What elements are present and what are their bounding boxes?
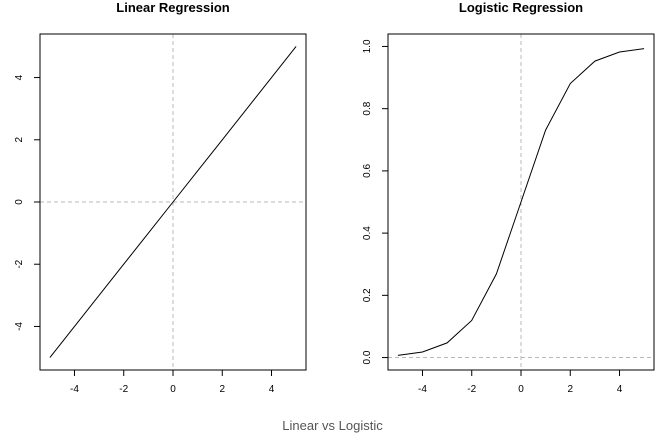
linear-y-tick-label: 2	[14, 137, 25, 143]
logistic-x-tick-label: 2	[567, 384, 573, 395]
logistic-x-tick-label: -2	[467, 384, 476, 395]
logistic-x-tick-label: -4	[418, 384, 427, 395]
logistic-x-tick-label: 0	[518, 384, 524, 395]
linear-y-tick-label: 4	[14, 74, 25, 80]
linear-series-line	[49, 46, 297, 358]
linear-y-tick-label: -2	[14, 259, 25, 268]
logistic-y-tick-label: 0.8	[362, 101, 373, 115]
linear-x-tick-label: -4	[70, 384, 79, 395]
logistic-y-tick-label: 1.0	[362, 39, 373, 53]
linear-x-tick-label: 0	[170, 384, 176, 395]
linear-regression-panel: Linear Regression -4 -2 0 2 4 -4 -2 0 2 4	[14, 0, 307, 395]
linear-y-tick-label: 0	[14, 199, 25, 205]
linear-x-tick-label: 4	[269, 384, 275, 395]
figure-caption: Linear vs Logistic	[282, 418, 383, 433]
linear-x-tick-label: -2	[119, 384, 128, 395]
logistic-y-tick-label: 0.6	[362, 164, 373, 178]
logistic-y-tick-label: 0.4	[362, 226, 373, 240]
logistic-x-tick-label: 4	[617, 384, 623, 395]
logistic-y-tick-label: 0.0	[362, 350, 373, 364]
logistic-regression-panel: Logistic Regression -4 -2 0 2 4 0.0 0.2 0.4 0.6 0…	[362, 0, 655, 395]
linear-y-tick-label: -4	[14, 322, 25, 331]
figure: Linear Regression -4 -2 0 2 4 -4 -2 0 2 4 Logisti…	[14, 0, 655, 395]
logistic-panel-title: Logistic Regression	[459, 0, 583, 15]
linear-x-tick-label: 2	[219, 384, 225, 395]
logistic-series-line	[397, 48, 645, 356]
linear-panel-title: Linear Regression	[116, 0, 229, 15]
logistic-y-tick-label: 0.2	[362, 288, 373, 302]
